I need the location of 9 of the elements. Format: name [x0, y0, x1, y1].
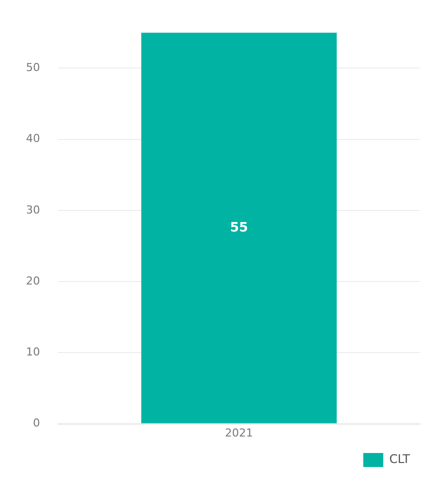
y-tick-label: 30 — [26, 203, 40, 216]
y-tick-label: 10 — [26, 346, 40, 359]
data-label: 55 — [230, 220, 248, 236]
x-tick-label: 2021 — [225, 426, 253, 440]
y-tick-label: 20 — [26, 274, 40, 288]
y-tick-label: 0 — [32, 416, 40, 430]
y-tick-label: 50 — [26, 61, 40, 74]
y-tick-label: 40 — [26, 132, 40, 146]
legend-label: CLT — [389, 452, 411, 466]
